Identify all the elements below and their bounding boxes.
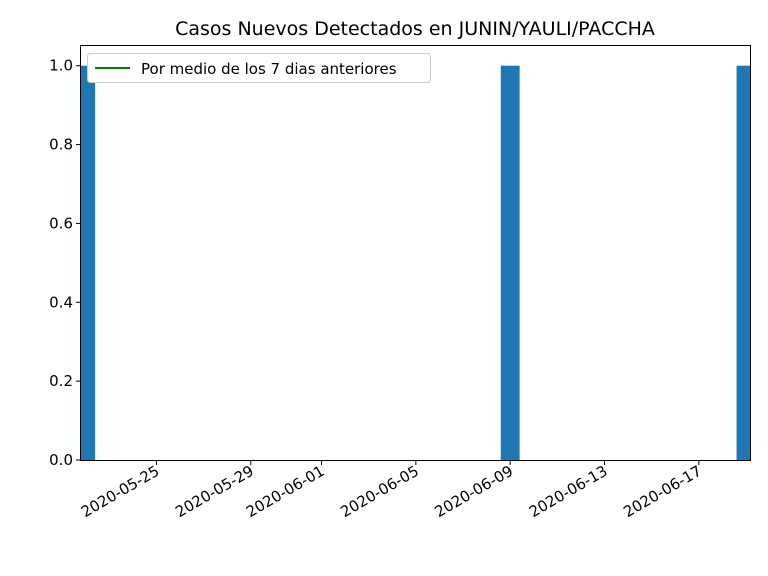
legend: Por medio de los 7 dias anteriores <box>87 53 431 83</box>
bar-0 <box>81 65 96 460</box>
legend-box <box>87 53 431 83</box>
bar-2 <box>736 65 750 460</box>
y-tick-label-1: 0.2 <box>49 372 73 390</box>
y-tick-label-4: 0.8 <box>49 136 73 154</box>
x-tick-label-0: 2020-05-25 <box>78 462 163 521</box>
y-axis: 0.0 0.2 0.4 0.6 0.8 1.0 <box>49 57 81 469</box>
bars-layer <box>81 65 750 460</box>
legend-label: Por medio de los 7 dias anteriores <box>141 60 397 78</box>
y-tick-label-5: 1.0 <box>49 57 73 75</box>
plot-frame <box>80 45 751 461</box>
y-tick-label-3: 0.6 <box>49 214 73 232</box>
bar-1 <box>500 65 520 460</box>
x-tick-label-1: 2020-05-29 <box>172 462 257 521</box>
x-tick-label-5: 2020-06-13 <box>526 462 611 521</box>
y-tick-label-2: 0.4 <box>49 293 73 311</box>
x-tick-label-4: 2020-06-09 <box>432 462 517 521</box>
x-tick-label-6: 2020-06-17 <box>620 462 705 521</box>
x-tick-label-2: 2020-06-01 <box>243 462 328 521</box>
y-tick-label-0: 0.0 <box>49 451 73 469</box>
chart-title: Casos Nuevos Detectados en JUNIN/YAULI/P… <box>175 18 655 40</box>
x-tick-label-3: 2020-06-05 <box>337 462 422 521</box>
